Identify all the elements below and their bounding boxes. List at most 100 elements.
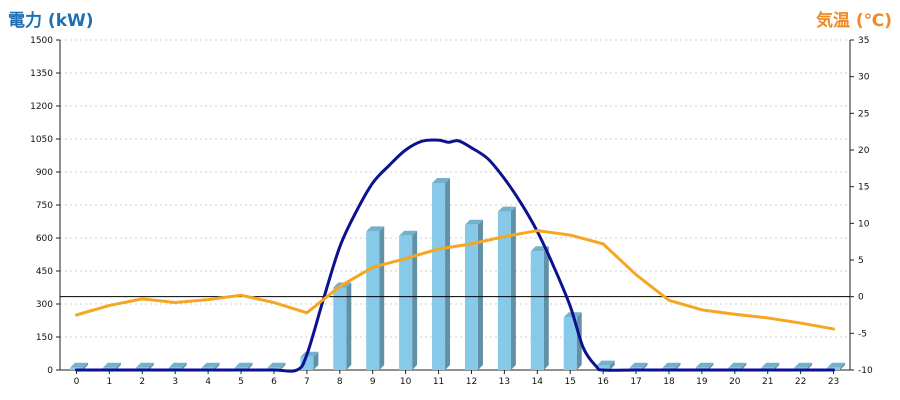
left-axis-tick-label: 900 bbox=[36, 168, 53, 178]
power-bar-top bbox=[234, 362, 253, 368]
power-bar bbox=[333, 282, 352, 370]
right-axis-tick-label: 35 bbox=[858, 36, 869, 46]
left-axis-tick-label: 150 bbox=[36, 333, 53, 343]
power-bar-top bbox=[201, 362, 220, 368]
x-axis-tick-label: 8 bbox=[337, 377, 343, 387]
right-axis-tick-label: 30 bbox=[858, 73, 870, 83]
x-axis-tick-label: 5 bbox=[238, 377, 244, 387]
power-bar-top bbox=[728, 362, 747, 368]
left-axis-tick-label: 1500 bbox=[30, 36, 53, 46]
x-axis-tick-label: 17 bbox=[630, 377, 641, 387]
power-bar-top bbox=[827, 362, 846, 368]
left-axis-tick-label: 450 bbox=[36, 267, 53, 277]
power-bar-side bbox=[708, 362, 714, 370]
power-bar-side bbox=[280, 362, 286, 370]
x-axis-tick-label: 22 bbox=[795, 377, 806, 387]
power-bar bbox=[366, 226, 385, 370]
x-axis-tick-label: 0 bbox=[74, 377, 80, 387]
power-bar-side bbox=[115, 362, 121, 370]
right-axis-tick-label: 0 bbox=[858, 293, 864, 303]
left-axis-tick-label: 1200 bbox=[30, 102, 53, 112]
x-axis-tick-label: 16 bbox=[597, 377, 609, 387]
power-bar-side bbox=[840, 362, 846, 370]
power-bar-top bbox=[366, 226, 385, 232]
power-bar-side bbox=[214, 362, 220, 370]
left-axis-tick-label: 1350 bbox=[30, 69, 53, 79]
right-axis-tick-label: 10 bbox=[858, 219, 870, 229]
power-bar-side bbox=[379, 226, 385, 370]
right-axis-tick-label: -5 bbox=[858, 329, 867, 339]
power-bar-side bbox=[412, 230, 418, 370]
power-bar bbox=[464, 219, 483, 370]
x-axis-tick-label: 1 bbox=[107, 377, 113, 387]
power-bar bbox=[497, 206, 516, 370]
power-bar-top bbox=[695, 362, 714, 368]
power-bar-front bbox=[399, 235, 413, 370]
x-axis-tick-label: 23 bbox=[828, 377, 839, 387]
left-axis-tick-label: 1050 bbox=[30, 135, 53, 145]
right-axis-tick-label: 20 bbox=[858, 146, 870, 156]
x-axis-tick-label: 20 bbox=[729, 377, 741, 387]
x-axis-tick-label: 4 bbox=[205, 377, 211, 387]
x-axis-tick-label: 18 bbox=[663, 377, 675, 387]
x-axis-tick-label: 6 bbox=[271, 377, 277, 387]
power-bar-side bbox=[82, 362, 88, 370]
power-bar-top bbox=[794, 362, 813, 368]
power-bar bbox=[530, 246, 549, 370]
power-bar-front bbox=[366, 231, 380, 370]
x-axis-tick-label: 19 bbox=[696, 377, 708, 387]
power-bar-side bbox=[642, 362, 648, 370]
x-axis-tick-label: 2 bbox=[139, 377, 145, 387]
power-bar-front bbox=[464, 224, 478, 370]
power-bar bbox=[563, 312, 582, 370]
power-bar-side bbox=[774, 362, 780, 370]
power-bar bbox=[399, 230, 418, 370]
power-bar-front bbox=[563, 317, 577, 370]
power-bar-side bbox=[247, 362, 253, 370]
right-axis-tick-label: -10 bbox=[858, 366, 873, 376]
power-bar-top bbox=[300, 351, 319, 357]
right-axis-tick-label: 25 bbox=[858, 109, 869, 119]
power-bar-top bbox=[629, 362, 648, 368]
power-line bbox=[74, 138, 836, 373]
power-bar-top bbox=[432, 178, 451, 183]
power-bar-side bbox=[181, 362, 187, 370]
power-bar-top bbox=[596, 360, 615, 366]
power-bar-side bbox=[313, 351, 319, 370]
power-bar-side bbox=[543, 246, 549, 370]
power-bar-side bbox=[807, 362, 813, 370]
power-bar-top bbox=[135, 362, 154, 368]
power-bar-top bbox=[102, 362, 121, 368]
power-bar-side bbox=[148, 362, 154, 370]
power-bar-front bbox=[432, 183, 446, 370]
power-bar-side bbox=[675, 362, 681, 370]
x-axis-tick-label: 3 bbox=[172, 377, 178, 387]
x-axis-tick-label: 9 bbox=[370, 377, 376, 387]
power-bar-front bbox=[596, 365, 610, 370]
x-axis-tick-label: 7 bbox=[304, 377, 310, 387]
x-axis-tick-label: 21 bbox=[762, 377, 773, 387]
power-bar-side bbox=[510, 206, 516, 370]
right-axis-tick-label: 5 bbox=[858, 256, 864, 266]
power-bar-top bbox=[497, 206, 516, 212]
power-bar-side bbox=[477, 219, 483, 370]
power-bar-top bbox=[69, 362, 88, 368]
right-axis-title: 気温 (℃) bbox=[815, 11, 892, 31]
left-axis-title: 電力 (kW) bbox=[8, 11, 94, 31]
power-bar-side bbox=[445, 178, 451, 370]
x-axis-tick-label: 14 bbox=[532, 377, 544, 387]
right-axis-tick-label: 15 bbox=[858, 183, 869, 193]
power-bar-side bbox=[741, 362, 747, 370]
left-axis-tick-label: 0 bbox=[47, 366, 53, 376]
power-bar-top bbox=[662, 362, 681, 368]
temperature-line bbox=[74, 229, 836, 331]
left-axis-tick-label: 750 bbox=[36, 201, 53, 211]
x-axis-tick-label: 15 bbox=[564, 377, 575, 387]
power-bar-front bbox=[333, 287, 347, 370]
power-bar bbox=[596, 360, 615, 370]
power-bar-front bbox=[497, 211, 511, 370]
x-axis-tick-label: 11 bbox=[433, 377, 444, 387]
left-axis-tick-label: 600 bbox=[36, 234, 53, 244]
